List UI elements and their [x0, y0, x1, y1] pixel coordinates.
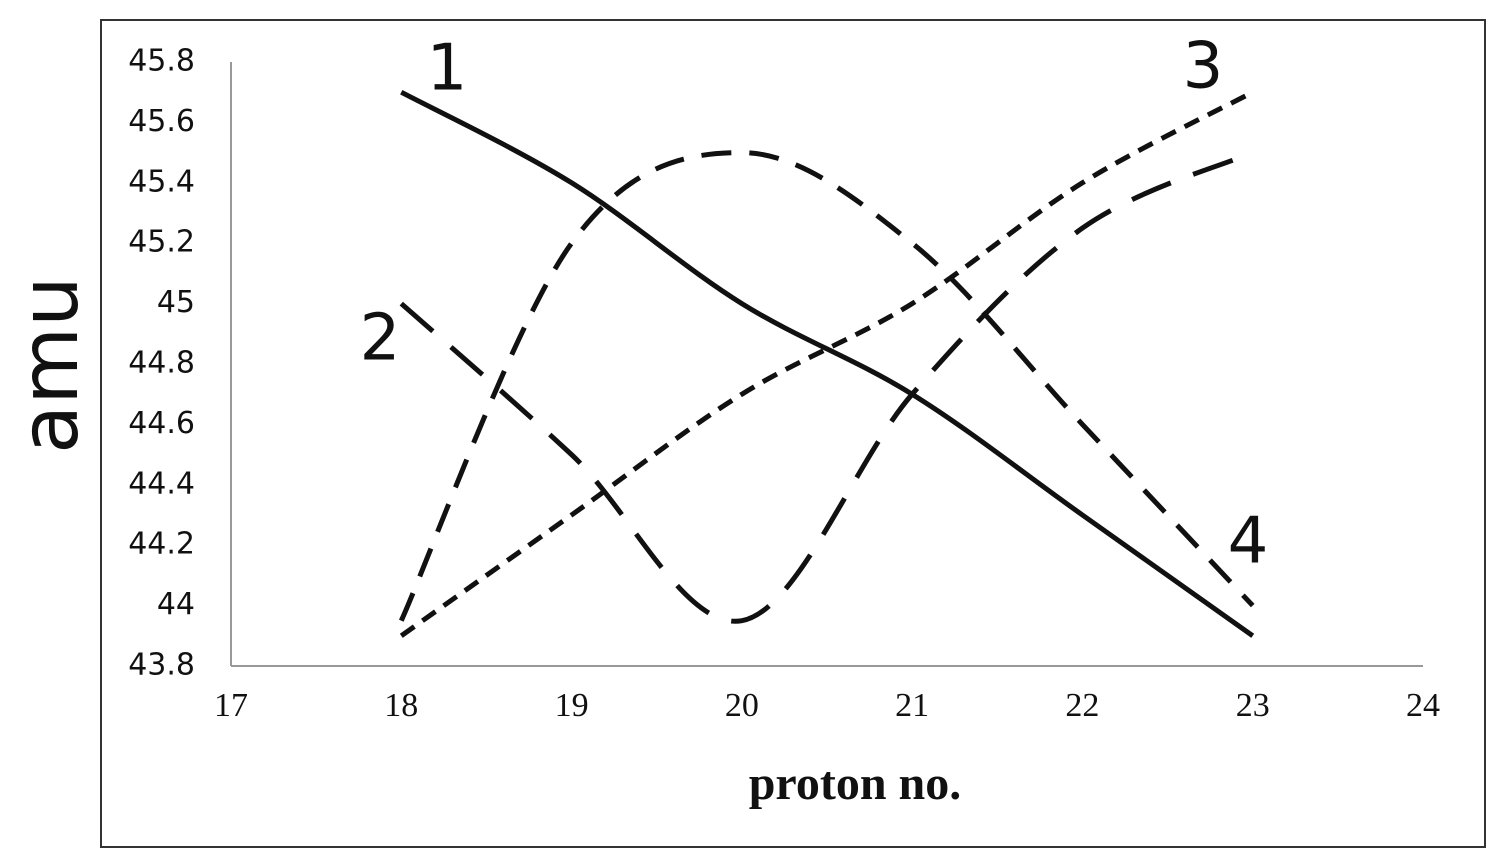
series-name: 2 — [360, 302, 401, 376]
y-tick-label: 44 — [157, 587, 195, 622]
y-tick-label: 45.6 — [128, 104, 195, 139]
y-tick-label: 44.4 — [128, 466, 195, 501]
series-line — [399, 150, 1255, 622]
x-tick-label: 18 — [384, 687, 418, 724]
y-tick-label: 45.2 — [128, 225, 195, 260]
series-name: 4 — [1228, 505, 1269, 579]
series-name: 3 — [1183, 30, 1224, 104]
x-tick-label: 19 — [555, 687, 589, 724]
series-line — [399, 89, 1254, 638]
y-tick-label: 45 — [157, 285, 195, 320]
y-tick-label: 45.8 — [128, 44, 195, 79]
y-tick-label: 44.8 — [128, 346, 195, 381]
x-axis-label: proton no. — [749, 757, 962, 810]
x-tick-label: 24 — [1406, 687, 1440, 724]
y-axis-label: amu — [3, 276, 96, 454]
series-name: 1 — [427, 32, 468, 106]
x-tick-label: 17 — [214, 687, 248, 724]
x-tick-label: 22 — [1065, 687, 1099, 724]
y-tick-label: 45.4 — [128, 164, 195, 199]
y-tick-label: 44.2 — [128, 527, 195, 562]
y-tick-label: 43.8 — [128, 648, 195, 683]
series-line — [400, 89, 1255, 638]
x-tick-label: 20 — [725, 687, 759, 724]
y-tick-label: 44.6 — [128, 406, 195, 441]
series-line — [399, 150, 1254, 624]
x-tick-label: 23 — [1236, 687, 1270, 724]
x-tick-label: 21 — [895, 687, 929, 724]
chart-frame — [100, 19, 1486, 848]
